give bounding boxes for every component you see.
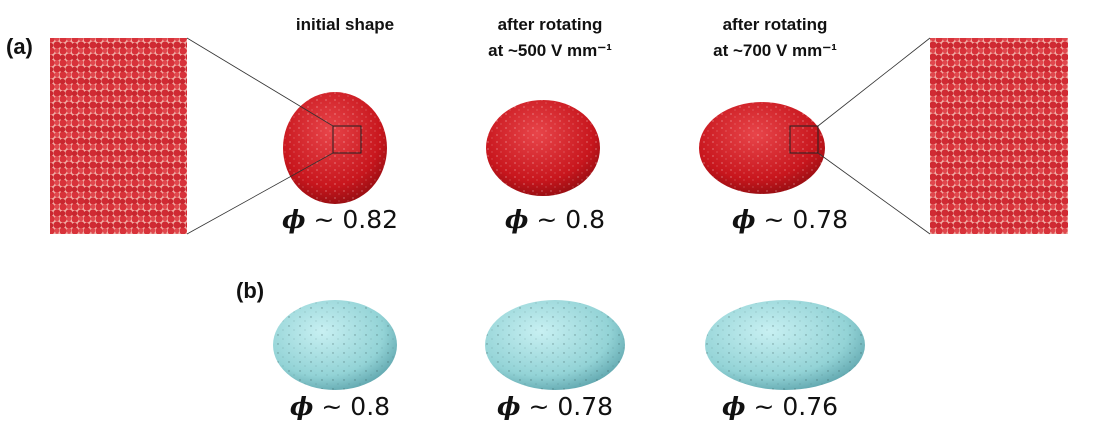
- panel-b: (b): [236, 278, 865, 390]
- phi-value: ~ 0.78: [521, 392, 614, 420]
- droplet-texture: [699, 102, 825, 194]
- phi-label: ϕ ~ 0.8: [505, 205, 605, 234]
- phi-symbol: ϕ: [505, 205, 529, 234]
- column-title: at ~500 V mm⁻¹: [488, 41, 612, 60]
- phi-label: ϕ ~ 0.78: [732, 205, 848, 234]
- phi-symbol: ϕ: [290, 392, 314, 420]
- phi-label: ϕ ~ 0.78: [497, 392, 613, 420]
- page: {"panel_a": {"label": "(a)", "columns": …: [0, 0, 1118, 420]
- phi-value: ~ 0.76: [746, 392, 839, 420]
- phi-symbol: ϕ: [732, 205, 756, 234]
- droplet-texture: [486, 100, 600, 196]
- phi-symbol: ϕ: [497, 392, 521, 420]
- droplet-texture: [705, 300, 865, 390]
- panel-a: (a): [6, 34, 1068, 234]
- phi-symbol: ϕ: [282, 205, 306, 234]
- droplet-texture: [485, 300, 625, 390]
- phi-label: ϕ ~ 0.76: [722, 392, 838, 420]
- column-title: after rotating: [723, 15, 828, 34]
- phi-label: ϕ ~ 0.82: [282, 205, 398, 234]
- column-title: after rotating: [498, 15, 603, 34]
- phi-value: ~ 0.8: [528, 205, 605, 234]
- droplet-texture: [283, 92, 387, 204]
- phi-value: ~ 0.8: [313, 392, 390, 420]
- column-title: initial shape: [296, 15, 394, 34]
- panel-label: (a): [6, 34, 33, 59]
- panel-label: (b): [236, 278, 264, 303]
- zoom-image: [930, 38, 1068, 234]
- figure: (a) (b) initial shape ϕ ~ 0.82 after rotat…: [0, 0, 1118, 420]
- droplet-texture: [273, 300, 397, 390]
- phi-label: ϕ ~ 0.8: [290, 392, 390, 420]
- phi-symbol: ϕ: [722, 392, 746, 420]
- phi-value: ~ 0.78: [756, 205, 849, 234]
- zoom-image: [50, 38, 187, 234]
- column-title: at ~700 V mm⁻¹: [713, 41, 837, 60]
- phi-value: ~ 0.82: [306, 205, 399, 234]
